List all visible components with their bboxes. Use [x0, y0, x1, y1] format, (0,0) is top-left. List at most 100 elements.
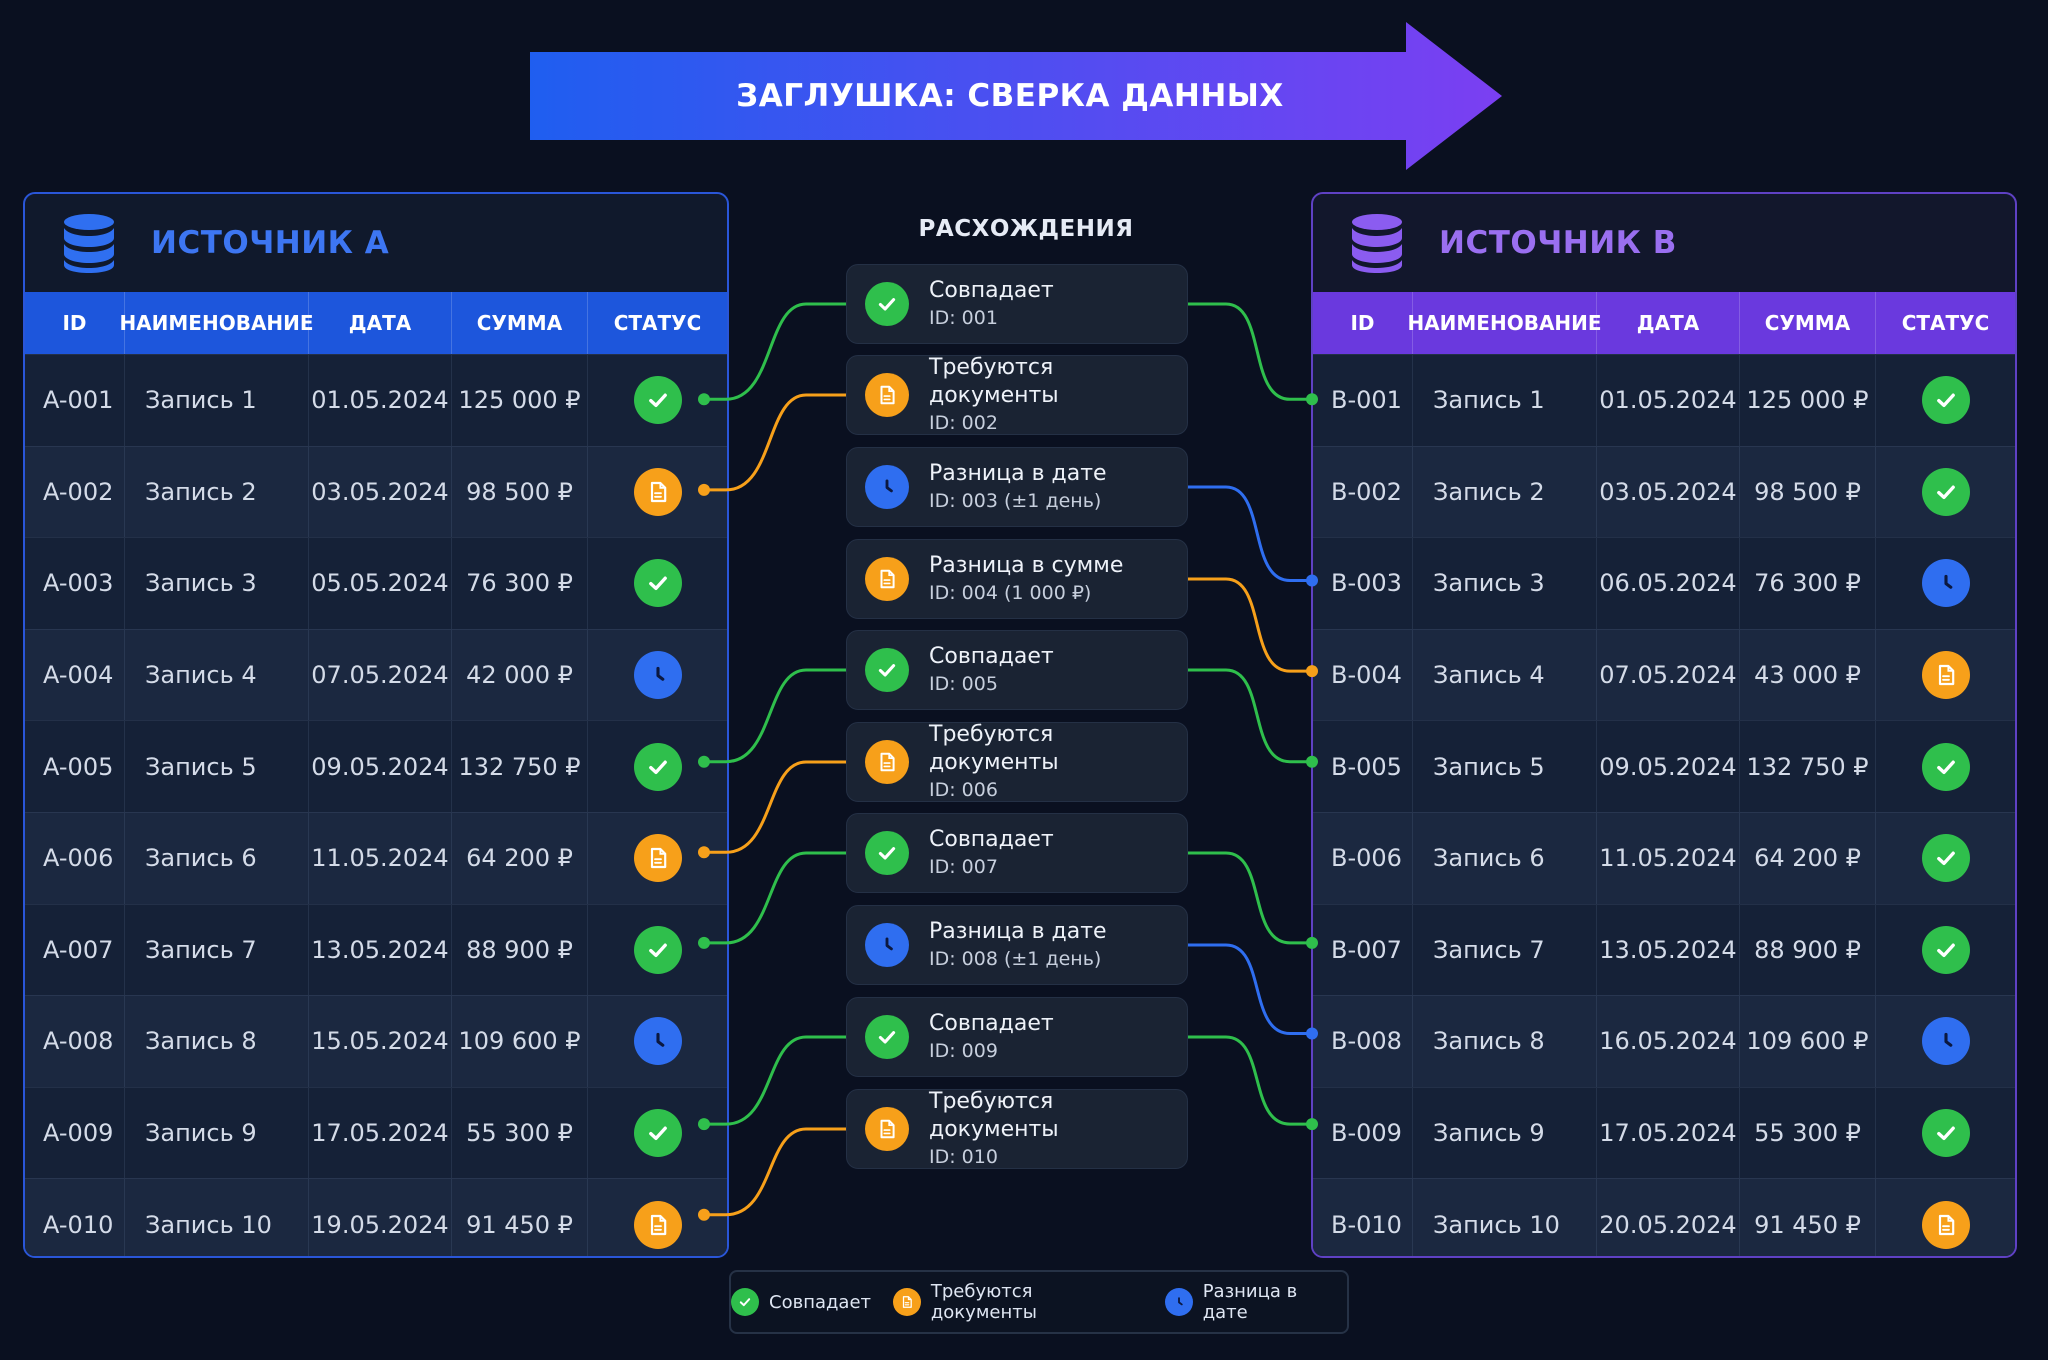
column-header-status[interactable]: СТАТУС	[1901, 311, 1990, 335]
clock-icon	[865, 465, 909, 509]
column-header-sum[interactable]: СУММА	[452, 292, 588, 354]
database-icon	[64, 214, 114, 273]
table-row[interactable]: B-005 Запись 5 09.05.2024 132 750 ₽	[1313, 720, 2015, 812]
row-status	[588, 1179, 727, 1256]
table-row[interactable]: B-006 Запись 6 11.05.2024 64 200 ₽	[1313, 811, 2015, 904]
discrepancy-text: Требуются документы ID: 010	[929, 1088, 1187, 1170]
discrepancy-text: Совпадает ID: 009	[929, 1010, 1054, 1064]
row-status	[1876, 813, 2015, 904]
row-name: Запись 4	[125, 629, 309, 721]
discrepancy-card[interactable]: Разница в дате ID: 008 (±1 день)	[846, 905, 1188, 985]
discrepancy-card[interactable]: Совпадает ID: 001	[846, 264, 1188, 344]
check-icon	[1921, 376, 1970, 425]
document-icon	[633, 834, 682, 883]
discrepancy-card[interactable]: Совпадает ID: 009	[846, 997, 1188, 1077]
discrepancy-card[interactable]: Разница в сумме ID: 004 (1 000 ₽)	[846, 539, 1188, 619]
legend-label: Разница в дате	[1202, 1281, 1298, 1323]
row-date: 01.05.2024	[309, 355, 452, 446]
table-row[interactable]: A-003 Запись 3 05.05.2024 76 300 ₽	[25, 537, 727, 629]
table-row[interactable]: B-002 Запись 2 03.05.2024 98 500 ₽	[1313, 445, 2015, 538]
discrepancy-id: ID: 004 (1 000 ₽)	[929, 582, 1092, 604]
column-header-id[interactable]: ID	[25, 292, 125, 354]
column-header-id[interactable]: ID	[1313, 292, 1413, 354]
table-row[interactable]: A-002 Запись 2 03.05.2024 98 500 ₽	[25, 445, 727, 538]
row-name: Запись 5	[1413, 721, 1597, 812]
row-name: Запись 8	[125, 996, 309, 1087]
table-row[interactable]: A-009 Запись 9 17.05.2024 55 300 ₽	[25, 1086, 727, 1179]
document-icon	[1921, 1200, 1970, 1249]
row-id: A-003	[25, 538, 125, 629]
row-name: Запись 4	[1413, 629, 1597, 721]
column-header-sum[interactable]: СУММА	[1740, 292, 1876, 354]
connector-dot	[1306, 1118, 1318, 1131]
row-id: B-004	[1313, 629, 1413, 721]
table-row[interactable]: A-006 Запись 6 11.05.2024 64 200 ₽	[25, 811, 727, 904]
row-sum: 42 000 ₽	[452, 629, 588, 721]
table-row[interactable]: A-007 Запись 7 13.05.2024 88 900 ₽	[25, 903, 727, 996]
discrepancy-label: Разница в дате	[929, 919, 1107, 944]
discrepancy-id: ID: 005	[929, 673, 998, 695]
source-a-panel: ИСТОЧНИК А ID НАИМЕНОВАНИЕ ДАТА СУММА СТ…	[23, 192, 729, 1258]
check-icon	[1921, 1109, 1970, 1158]
discrepancy-label: Совпадает	[929, 278, 1054, 303]
table-row[interactable]: A-001 Запись 1 01.05.2024 125 000 ₽	[25, 354, 727, 446]
discrepancy-id: ID: 007	[929, 856, 998, 878]
legend-item-docs: Требуются документы	[893, 1281, 1143, 1323]
table-row[interactable]: B-008 Запись 8 16.05.2024 109 600 ₽	[1313, 995, 2015, 1087]
row-sum: 91 450 ₽	[1740, 1179, 1876, 1256]
row-sum: 98 500 ₽	[1740, 446, 1876, 538]
table-row[interactable]: B-001 Запись 1 01.05.2024 125 000 ₽	[1313, 354, 2015, 446]
row-status	[1876, 996, 2015, 1087]
row-date: 11.05.2024	[1597, 812, 1740, 904]
row-status	[1876, 1179, 2015, 1256]
row-status	[588, 996, 727, 1087]
discrepancy-card[interactable]: Разница в дате ID: 003 (±1 день)	[846, 447, 1188, 527]
legend-item-match: Совпадает	[731, 1288, 871, 1316]
row-date: 03.05.2024	[1597, 446, 1740, 538]
connector-dot	[1306, 936, 1318, 949]
discrepancy-label: Совпадает	[929, 827, 1054, 852]
table-row[interactable]: A-004 Запись 4 07.05.2024 42 000 ₽	[25, 628, 727, 721]
column-header-status[interactable]: СТАТУС	[613, 311, 702, 335]
row-name: Запись 7	[1413, 904, 1597, 996]
clock-icon	[1164, 1288, 1193, 1316]
discrepancy-card[interactable]: Совпадает ID: 005	[846, 630, 1188, 710]
row-status	[1876, 905, 2015, 996]
connector-dot	[698, 483, 710, 496]
document-icon	[865, 557, 909, 601]
row-sum: 55 300 ₽	[1740, 1087, 1876, 1179]
row-name: Запись 5	[125, 721, 309, 812]
column-header-date[interactable]: ДАТА	[309, 292, 452, 354]
discrepancy-card[interactable]: Требуются документы ID: 002	[846, 355, 1188, 435]
table-row[interactable]: A-005 Запись 5 09.05.2024 132 750 ₽	[25, 720, 727, 812]
discrepancy-card[interactable]: Совпадает ID: 007	[846, 813, 1188, 893]
discrepancy-id: ID: 008 (±1 день)	[929, 948, 1102, 970]
table-row[interactable]: B-007 Запись 7 13.05.2024 88 900 ₽	[1313, 903, 2015, 996]
row-sum: 98 500 ₽	[452, 446, 588, 538]
row-name: Запись 8	[1413, 996, 1597, 1087]
row-status	[588, 538, 727, 629]
row-id: A-002	[25, 446, 125, 538]
table-row[interactable]: A-010 Запись 10 19.05.2024 91 450 ₽	[25, 1178, 727, 1256]
document-icon	[633, 1200, 682, 1249]
row-date: 07.05.2024	[1597, 629, 1740, 721]
row-id: B-008	[1313, 996, 1413, 1087]
row-name: Запись 2	[1413, 446, 1597, 538]
check-icon	[1921, 467, 1970, 516]
table-row[interactable]: B-004 Запись 4 07.05.2024 43 000 ₽	[1313, 628, 2015, 721]
table-row[interactable]: B-009 Запись 9 17.05.2024 55 300 ₽	[1313, 1086, 2015, 1179]
row-status	[588, 630, 727, 721]
source-a-table-header: ID НАИМЕНОВАНИЕ ДАТА СУММА СТАТУС	[25, 292, 727, 354]
row-name: Запись 9	[1413, 1087, 1597, 1179]
check-icon	[1921, 925, 1970, 974]
row-date: 16.05.2024	[1597, 996, 1740, 1087]
column-header-date[interactable]: ДАТА	[1597, 292, 1740, 354]
column-header-name[interactable]: НАИМЕНОВАНИЕ	[119, 292, 314, 354]
column-header-name[interactable]: НАИМЕНОВАНИЕ	[1407, 292, 1602, 354]
table-row[interactable]: B-003 Запись 3 06.05.2024 76 300 ₽	[1313, 537, 2015, 629]
table-row[interactable]: B-010 Запись 10 20.05.2024 91 450 ₽	[1313, 1178, 2015, 1256]
table-row[interactable]: A-008 Запись 8 15.05.2024 109 600 ₽	[25, 995, 727, 1087]
discrepancy-card[interactable]: Требуются документы ID: 010	[846, 1089, 1188, 1169]
discrepancy-card[interactable]: Требуются документы ID: 006	[846, 722, 1188, 802]
